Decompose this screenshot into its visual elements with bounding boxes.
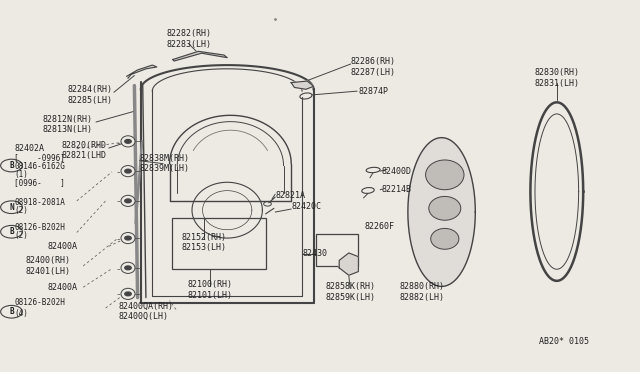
Text: 82400A: 82400A: [48, 242, 78, 251]
Text: B: B: [9, 161, 14, 170]
Text: 82821A: 82821A: [275, 191, 305, 200]
Ellipse shape: [121, 195, 135, 206]
Text: (1): (1): [14, 170, 28, 179]
Text: 82400(RH)
82401(LH): 82400(RH) 82401(LH): [26, 256, 70, 276]
Text: 08918-2081A: 08918-2081A: [14, 198, 65, 207]
Text: 82152(RH)
82153(LH): 82152(RH) 82153(LH): [181, 233, 226, 252]
Polygon shape: [173, 51, 227, 61]
Bar: [316, 234, 358, 266]
Text: 82400QA(RH)
82400Q(LH): 82400QA(RH) 82400Q(LH): [118, 302, 173, 321]
Text: 82830(RH)
82831(LH): 82830(RH) 82831(LH): [534, 68, 579, 88]
Text: 82430: 82430: [302, 249, 327, 258]
Circle shape: [125, 199, 131, 203]
Text: 82286(RH)
82287(LH): 82286(RH) 82287(LH): [351, 57, 396, 77]
Circle shape: [125, 169, 131, 173]
Text: 08126-B202H
(4): 08126-B202H (4): [14, 298, 65, 318]
Text: 82282(RH)
82283(LH): 82282(RH) 82283(LH): [166, 29, 211, 49]
Text: 82880(RH)
82882(LH): 82880(RH) 82882(LH): [400, 282, 445, 302]
Circle shape: [125, 140, 131, 143]
Ellipse shape: [121, 166, 135, 177]
Text: AB20* 0105: AB20* 0105: [539, 337, 589, 346]
Polygon shape: [127, 65, 157, 78]
Text: 82260F: 82260F: [365, 222, 395, 231]
Ellipse shape: [431, 228, 459, 249]
Text: 82874P: 82874P: [358, 87, 388, 96]
Text: 82858K(RH)
82859K(LH): 82858K(RH) 82859K(LH): [325, 282, 375, 302]
Ellipse shape: [121, 136, 135, 147]
Text: 08126-B202H: 08126-B202H: [14, 223, 65, 232]
Circle shape: [125, 236, 131, 240]
Text: [0996-    ]: [0996- ]: [14, 179, 65, 187]
Polygon shape: [291, 81, 314, 89]
Text: B: B: [9, 227, 14, 236]
Polygon shape: [408, 138, 476, 286]
Ellipse shape: [429, 196, 461, 220]
Text: 08146-6162G: 08146-6162G: [14, 162, 65, 171]
Text: 82284(RH)
82285(LH): 82284(RH) 82285(LH): [67, 85, 112, 105]
Text: 82400D: 82400D: [381, 167, 412, 176]
Ellipse shape: [121, 232, 135, 244]
Text: N: N: [9, 203, 14, 212]
Circle shape: [125, 266, 131, 270]
Text: [    -0996]: [ -0996]: [14, 154, 65, 163]
Ellipse shape: [121, 288, 135, 299]
Text: 82214B: 82214B: [381, 185, 412, 194]
Circle shape: [125, 292, 131, 296]
Ellipse shape: [426, 160, 464, 190]
Text: (2): (2): [14, 206, 28, 215]
Bar: [172, 218, 266, 269]
Text: 82100(RH)
82101(LH): 82100(RH) 82101(LH): [188, 280, 232, 300]
Text: 82838M(RH)
82839M(LH): 82838M(RH) 82839M(LH): [140, 154, 189, 173]
Ellipse shape: [121, 262, 135, 273]
Text: 82402A: 82402A: [14, 144, 44, 153]
Text: B: B: [9, 307, 14, 316]
Text: 82812N(RH)
82813N(LH): 82812N(RH) 82813N(LH): [43, 115, 93, 134]
Text: 82820(RHD
82821(LHD: 82820(RHD 82821(LHD: [62, 141, 107, 160]
Text: (2): (2): [14, 231, 28, 240]
Polygon shape: [339, 253, 358, 275]
Text: 82420C: 82420C: [291, 202, 321, 211]
Text: 82400A: 82400A: [48, 283, 78, 292]
